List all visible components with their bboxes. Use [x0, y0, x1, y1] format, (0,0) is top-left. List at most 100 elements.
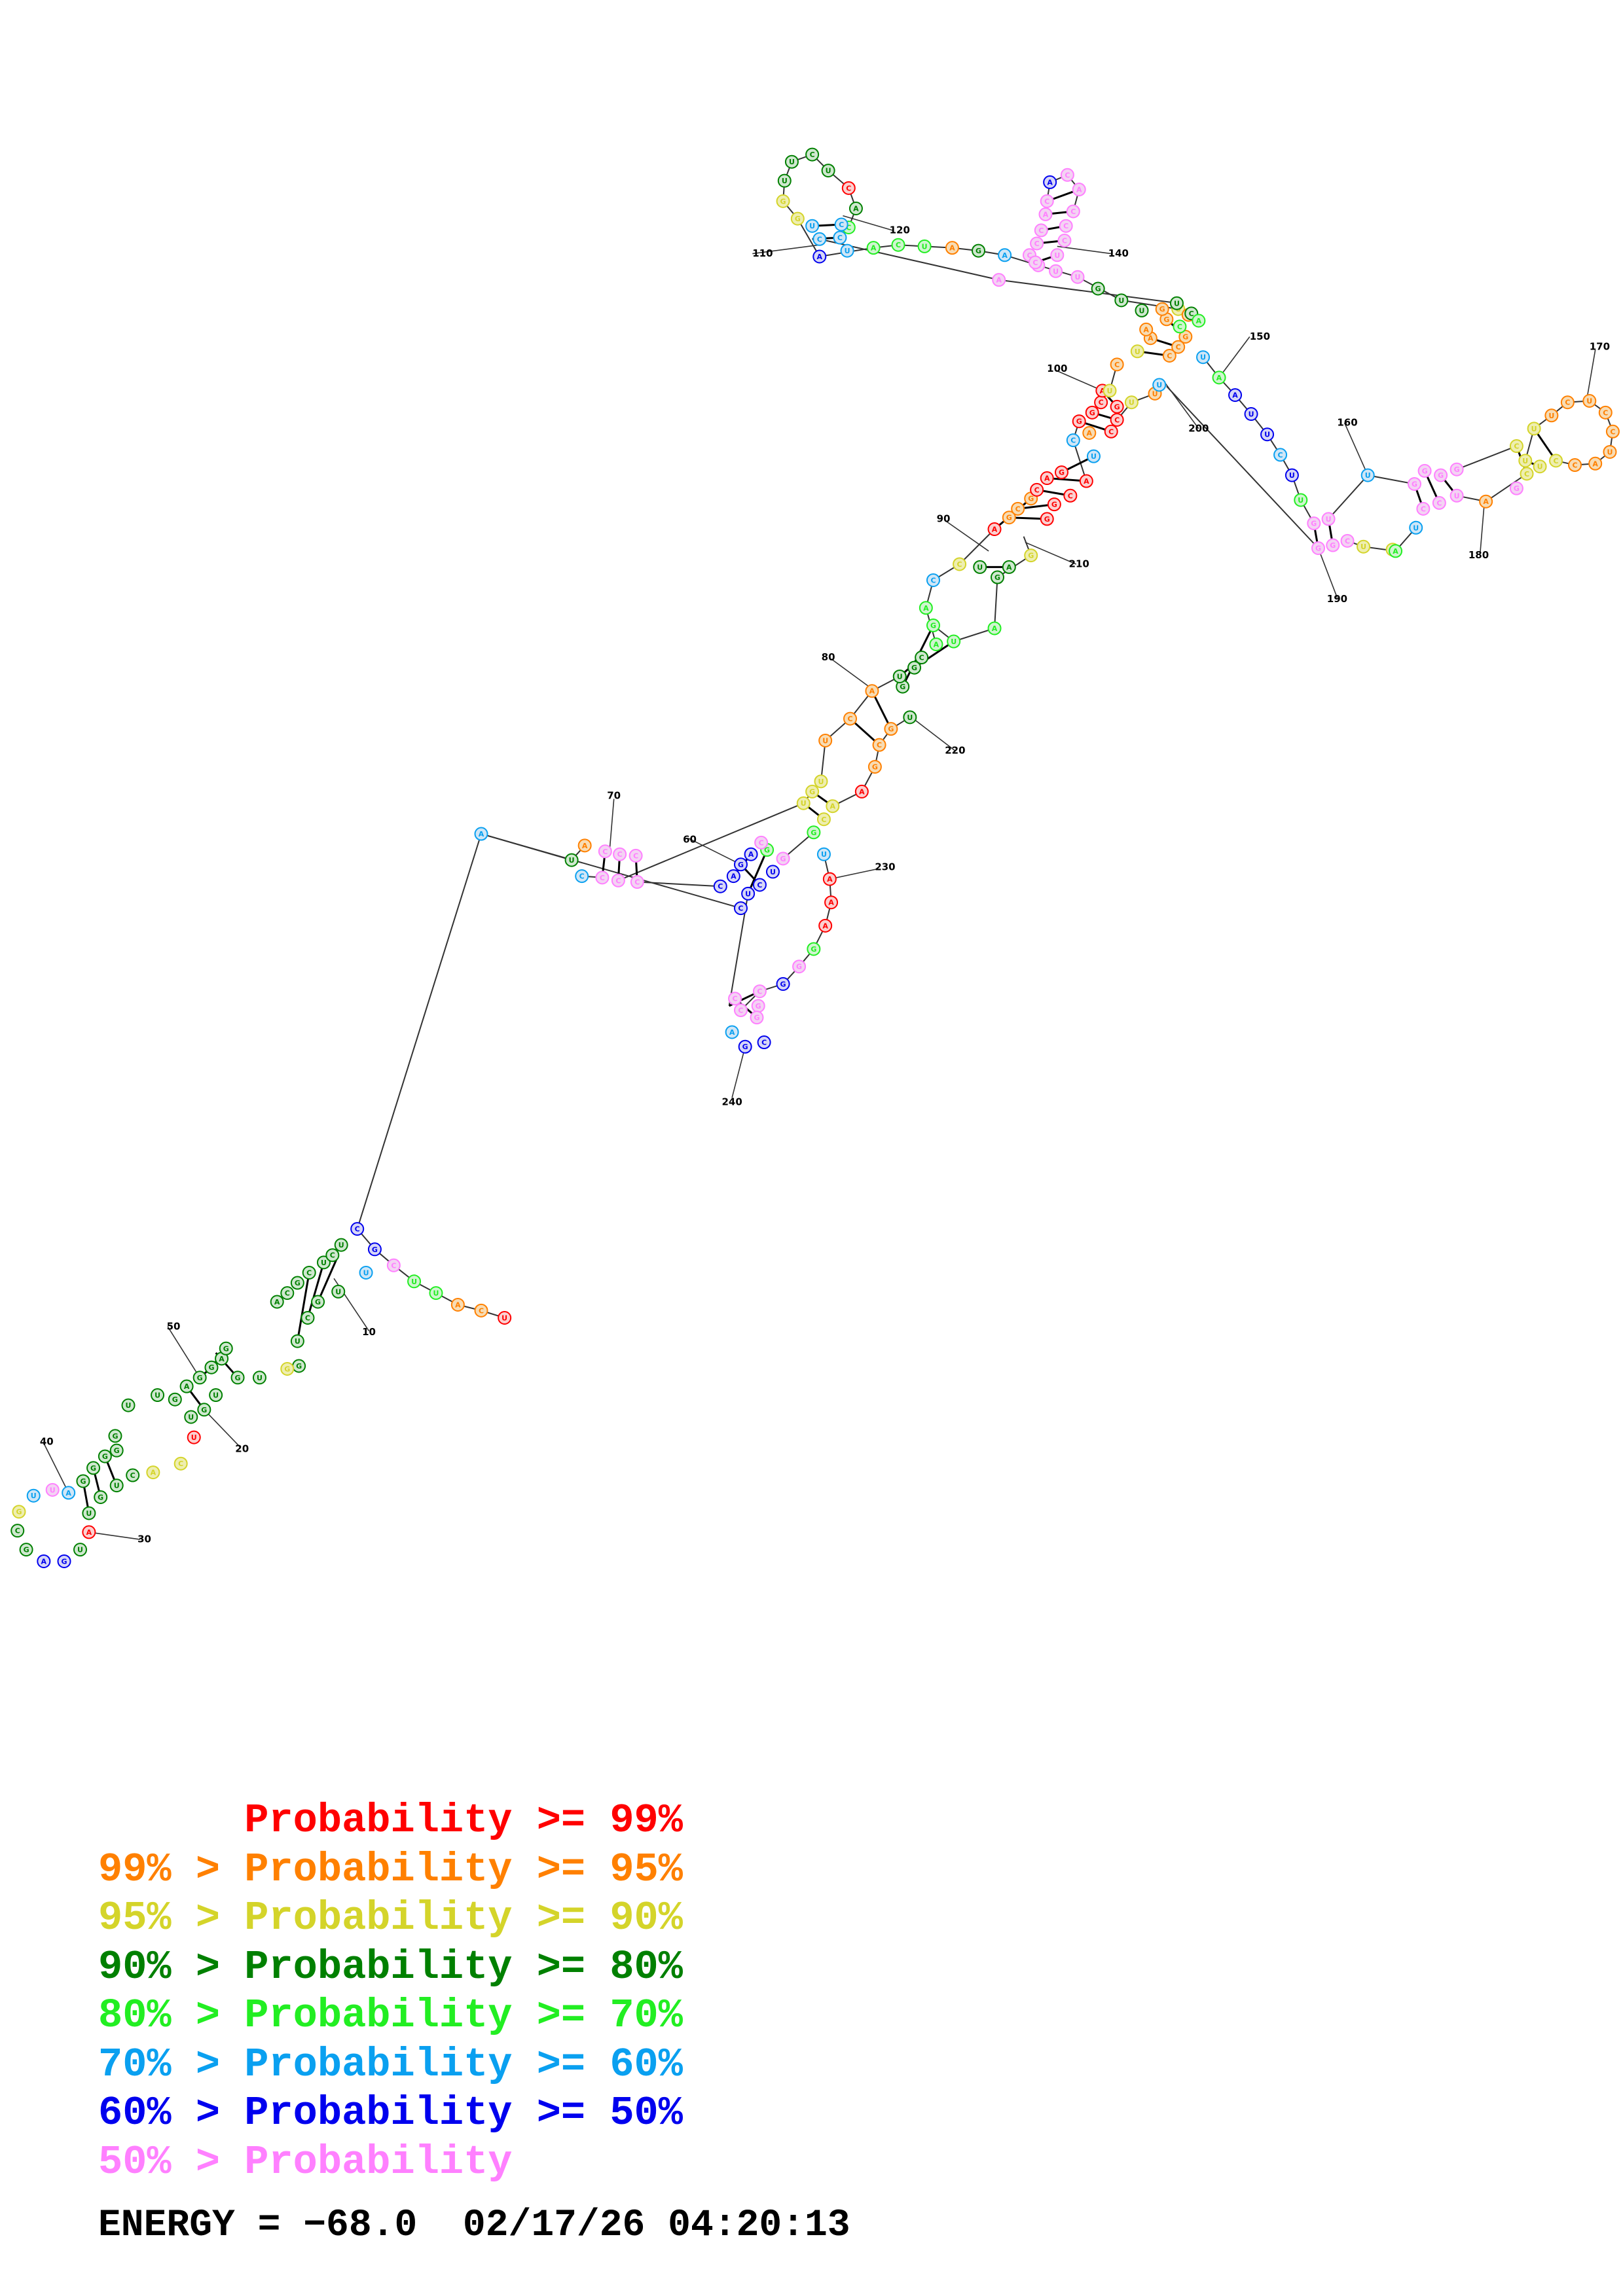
nucleotide: C	[926, 573, 940, 587]
nucleotide-circle	[1103, 384, 1117, 398]
nucleotide-circle	[204, 1360, 219, 1374]
nucleotide-letter: C	[617, 850, 623, 859]
nucleotide: C	[173, 1456, 188, 1471]
nucleotide-circle	[757, 1035, 771, 1050]
nucleotide: U	[892, 669, 907, 683]
nucleotide-letter: C	[877, 741, 882, 749]
nucleotide: C	[1416, 501, 1431, 516]
nucleotide: A	[866, 241, 881, 255]
nucleotide-letter: U	[801, 799, 807, 808]
nucleotide-circle	[575, 869, 589, 884]
nucleotide-letter: A	[1196, 317, 1202, 325]
nucleotide-circle	[19, 1543, 33, 1557]
nucleotide: U	[777, 173, 792, 188]
nucleotide-circle	[1321, 512, 1336, 526]
nucleotide-letter: G	[1089, 408, 1095, 417]
nucleotide-letter: C	[1278, 451, 1283, 459]
nucleotide-letter: G	[780, 980, 786, 988]
position-label: 160	[1337, 416, 1357, 428]
nucleotide: G	[751, 999, 765, 1013]
nucleotide-circle	[1549, 454, 1563, 468]
nucleotide: U	[252, 1371, 266, 1385]
nucleotide: G	[192, 1371, 207, 1385]
nucleotide: U	[1450, 488, 1464, 503]
position-label: 40	[40, 1435, 54, 1447]
nucleotide-letter: U	[1091, 452, 1097, 461]
nucleotide-letter: G	[809, 787, 815, 796]
nucleotide-circle	[1024, 548, 1038, 563]
nucleotide: U	[818, 733, 833, 747]
nucleotide: A	[987, 621, 1002, 636]
nucleotide: U	[805, 219, 820, 233]
nucleotide: A	[865, 684, 879, 698]
nucleotide-letter: G	[1051, 501, 1057, 509]
legend-label: Probability >= 90%	[244, 1895, 683, 1941]
nucleotide: A	[822, 872, 837, 886]
nucleotide-circle	[1173, 319, 1187, 334]
nucleotide-circle	[919, 601, 933, 615]
position-label: 240	[721, 1096, 742, 1107]
nucleotide: G	[311, 1295, 325, 1309]
nucleotide-circle	[450, 1297, 465, 1312]
nucleotide-circle	[776, 977, 790, 991]
nucleotide-circle	[750, 1011, 764, 1025]
nucleotide-letter: A	[1047, 178, 1053, 187]
nucleotide: G	[1178, 330, 1193, 344]
nucleotide-letter: G	[796, 963, 802, 971]
nucleotide: U	[564, 853, 579, 867]
nucleotide-circle	[359, 1265, 373, 1280]
nucleotide-circle	[1533, 459, 1547, 474]
nucleotide-letter: C	[738, 905, 743, 913]
nucleotide-letter: A	[934, 640, 939, 649]
nucleotide: U	[1582, 394, 1597, 408]
nucleotide: U	[1152, 378, 1167, 392]
position-label: 100	[1047, 363, 1067, 374]
nucleotide-letter: C	[1421, 505, 1426, 513]
nucleotide: C	[1549, 454, 1563, 468]
nucleotide-circle	[818, 733, 833, 747]
nucleotide-letter: U	[1548, 412, 1554, 420]
nucleotide-circle	[1079, 474, 1093, 488]
nucleotide-letter: A	[151, 1469, 156, 1477]
position-labels: 10 20 30 40 50 60 70 80 90 100 110 120 140 150 160 170 1…	[40, 224, 1610, 1545]
nucleotide-circle	[1169, 296, 1184, 310]
nucleotide-letter: U	[1075, 273, 1081, 281]
nucleotide: C	[1520, 467, 1534, 481]
nucleotide: C	[733, 901, 748, 916]
position-label: 10	[362, 1326, 376, 1338]
position-tick	[731, 1047, 746, 1098]
position-tick	[609, 798, 615, 852]
nucleotide: C	[474, 1303, 488, 1318]
nucleotide: A	[929, 637, 943, 651]
nucleotide: U	[1070, 270, 1085, 284]
nucleotide-circle	[784, 154, 799, 169]
nucleotide: G	[1509, 481, 1523, 495]
nucleotide-letter: U	[335, 1287, 341, 1296]
nucleotide-letter: A	[949, 244, 955, 253]
nucleotide: U	[814, 774, 828, 789]
nucleotide-circle	[866, 241, 881, 255]
nucleotide: U	[1114, 293, 1129, 308]
position-label: 170	[1590, 341, 1610, 353]
nucleotide-circle	[230, 1371, 245, 1385]
nucleotide-letter: U	[770, 868, 776, 876]
nucleotide-letter: C	[1063, 222, 1068, 230]
nucleotide-circle	[1110, 399, 1124, 414]
nucleotide-circle	[812, 249, 827, 264]
nucleotide: C	[805, 147, 820, 162]
timestamp: 02/17/26 04:20:13	[462, 2204, 850, 2247]
nucleotide-letter: G	[888, 725, 894, 734]
nucleotide-circle	[1273, 448, 1288, 462]
nucleotide-circle	[824, 895, 839, 910]
position-tick	[843, 215, 893, 231]
nucleotide: A	[37, 1554, 51, 1568]
nucleotide-circle	[630, 875, 644, 889]
nucleotide-letter: C	[1167, 351, 1172, 360]
nucleotide-circle	[168, 1392, 182, 1407]
nucleotide-letter: C	[1108, 427, 1114, 436]
nucleotide-letter: A	[1044, 475, 1050, 483]
nucleotide-circle	[1527, 422, 1541, 436]
nucleotide: G	[1326, 538, 1340, 552]
